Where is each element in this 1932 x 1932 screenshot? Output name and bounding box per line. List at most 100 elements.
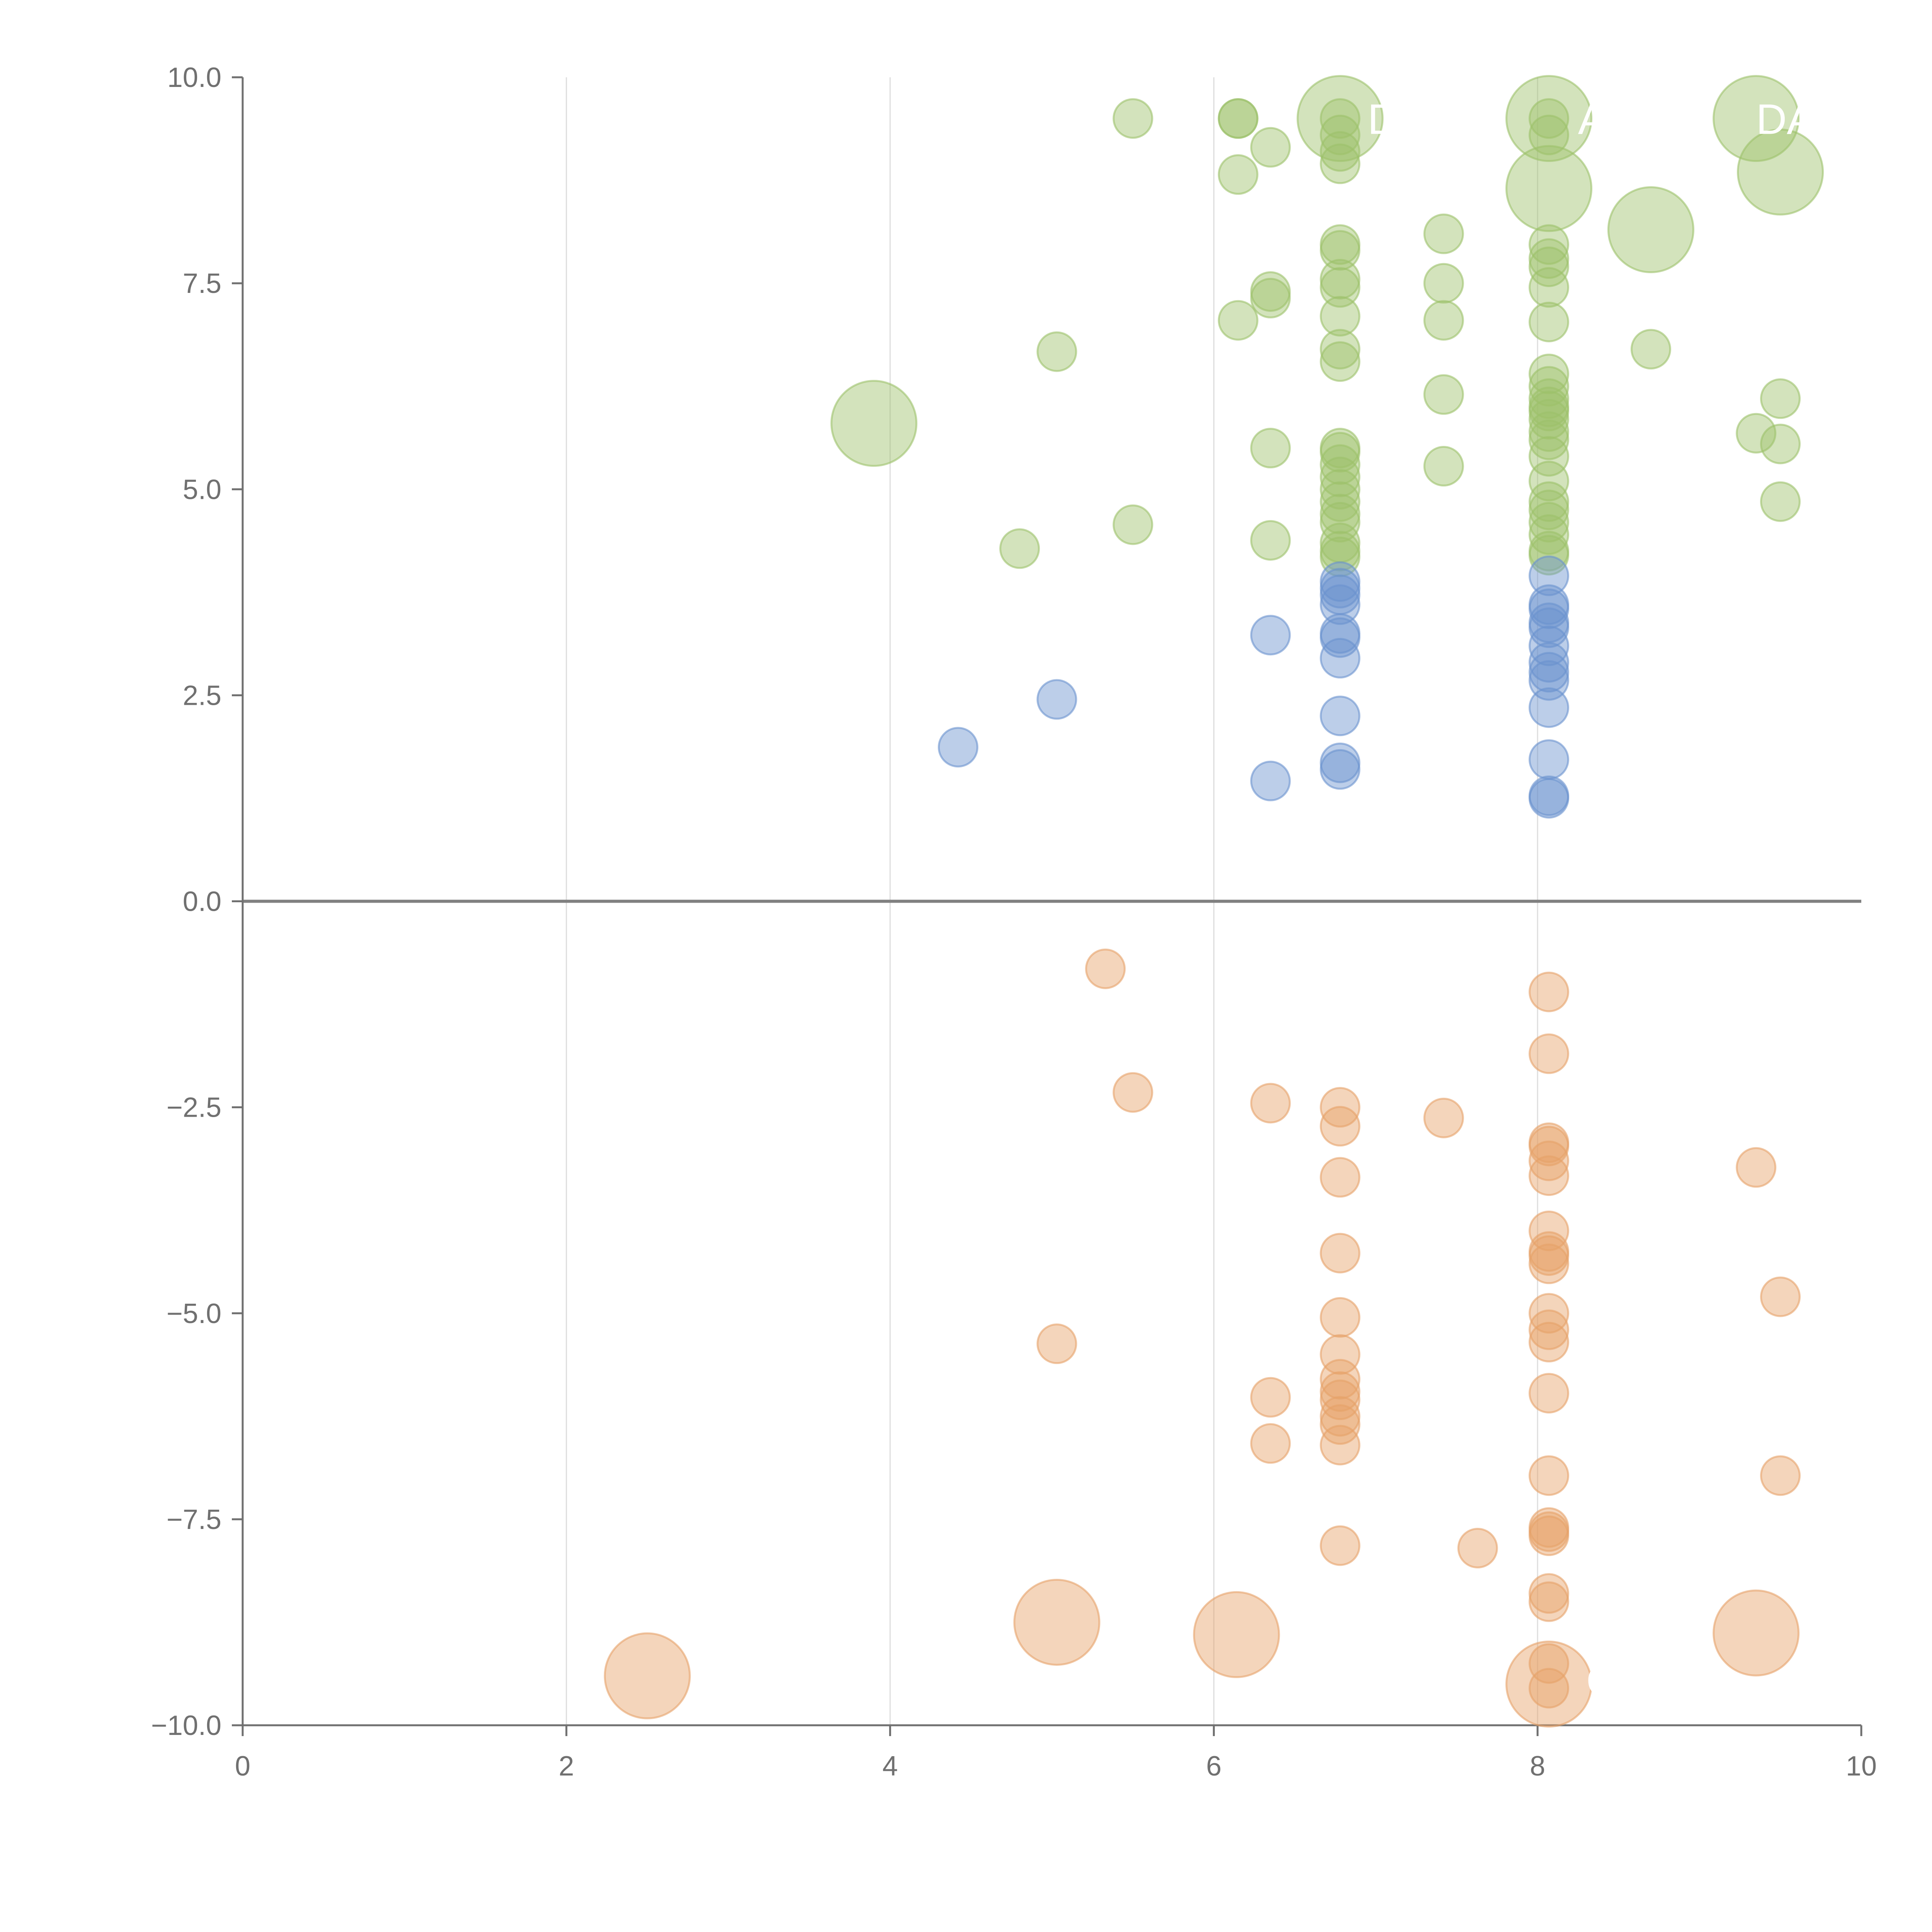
bubble-annotation: D xyxy=(1367,96,1398,143)
data-point xyxy=(1320,296,1361,337)
data-point xyxy=(1736,1147,1777,1188)
data-point xyxy=(1529,1243,1570,1284)
data-point xyxy=(1760,1276,1801,1317)
data-point xyxy=(1320,1371,1361,1412)
data-point xyxy=(1320,469,1361,510)
data-point xyxy=(1320,114,1361,155)
data-point xyxy=(1250,428,1291,469)
data-point xyxy=(1320,1233,1361,1274)
data-point xyxy=(1112,98,1153,139)
data-point xyxy=(1320,1157,1361,1198)
data-point xyxy=(1760,423,1801,464)
data-point xyxy=(1529,267,1570,308)
data-point xyxy=(1529,378,1570,419)
y-tick-label: 10.0 xyxy=(167,62,221,93)
data-point xyxy=(1529,1455,1570,1496)
data-point xyxy=(1529,1573,1570,1614)
data-point xyxy=(1607,186,1694,274)
data-point xyxy=(1036,679,1077,720)
data-point xyxy=(1529,461,1570,502)
data-point xyxy=(1250,278,1291,319)
data-point xyxy=(1320,341,1361,382)
data-point xyxy=(1423,1097,1464,1138)
bubble-annotation: S xyxy=(1100,1587,1129,1634)
data-point xyxy=(1529,1293,1570,1334)
data-point xyxy=(604,1632,691,1719)
data-point xyxy=(1320,493,1361,534)
data-point xyxy=(1320,1425,1361,1466)
data-point xyxy=(1529,1155,1570,1196)
data-point xyxy=(1320,259,1361,299)
y-tick-label: 5.0 xyxy=(183,474,221,505)
y-tick-label: −7.5 xyxy=(167,1504,221,1535)
data-point xyxy=(1320,329,1361,370)
data-point xyxy=(1529,642,1570,683)
data-point xyxy=(1529,502,1570,543)
data-point xyxy=(1529,778,1570,819)
data-point xyxy=(1218,154,1259,195)
data-point xyxy=(1529,411,1570,452)
data-point xyxy=(1320,432,1361,473)
data-point xyxy=(1320,98,1361,139)
data-point xyxy=(1505,145,1593,232)
data-point xyxy=(1529,1235,1570,1276)
data-point xyxy=(1529,1211,1570,1251)
data-point xyxy=(1529,224,1570,265)
data-point xyxy=(1036,331,1077,372)
data-point xyxy=(1250,127,1291,168)
data-point xyxy=(1250,760,1291,801)
data-point xyxy=(1529,481,1570,522)
data-point xyxy=(1320,696,1361,736)
data-point xyxy=(1320,444,1361,485)
data-point xyxy=(1529,1140,1570,1181)
data-point xyxy=(1529,391,1570,432)
data-point xyxy=(1529,419,1570,460)
data-point xyxy=(1713,75,1800,162)
data-point xyxy=(1320,638,1361,679)
data-point xyxy=(830,380,918,467)
data-point xyxy=(1760,481,1801,522)
data-point xyxy=(1529,399,1570,440)
data-point xyxy=(1320,1297,1361,1338)
data-point xyxy=(1112,1072,1153,1113)
data-point xyxy=(1218,98,1259,139)
data-point xyxy=(1529,1309,1570,1350)
data-point xyxy=(1085,948,1126,989)
data-point xyxy=(1529,1373,1570,1414)
data-point xyxy=(1630,329,1671,370)
data-point xyxy=(1529,98,1570,139)
data-point xyxy=(1713,1589,1800,1677)
data-point xyxy=(1320,456,1361,497)
data-point xyxy=(1250,520,1291,561)
data-point xyxy=(1505,1640,1593,1728)
data-point xyxy=(1320,1379,1361,1420)
data-point xyxy=(1529,1033,1570,1074)
data-point xyxy=(1250,1423,1291,1464)
bubble-annotation: C xyxy=(1586,1657,1617,1705)
data-point xyxy=(1529,739,1570,780)
data-point xyxy=(1320,749,1361,790)
y-tick-label: 0.0 xyxy=(183,886,221,917)
data-point xyxy=(1320,584,1361,625)
data-point xyxy=(1320,617,1361,658)
data-point xyxy=(1423,446,1464,487)
data-point xyxy=(1320,1359,1361,1400)
data-point xyxy=(1529,238,1570,279)
x-tick-label: 2 xyxy=(559,1751,574,1782)
data-point xyxy=(1529,687,1570,728)
data-point xyxy=(1218,300,1259,341)
data-point xyxy=(1736,413,1777,454)
data-point xyxy=(1529,652,1570,693)
x-tick-label: 4 xyxy=(883,1751,898,1782)
x-tick-label: 10 xyxy=(1846,1751,1877,1782)
data-point xyxy=(1193,1591,1280,1678)
data-point xyxy=(1320,1396,1361,1437)
data-point xyxy=(1320,230,1361,271)
y-tick-label: 7.5 xyxy=(183,268,221,299)
data-point xyxy=(1529,490,1570,531)
data-point xyxy=(1423,263,1464,304)
data-point xyxy=(1250,1083,1291,1124)
data-point xyxy=(1760,1455,1801,1496)
